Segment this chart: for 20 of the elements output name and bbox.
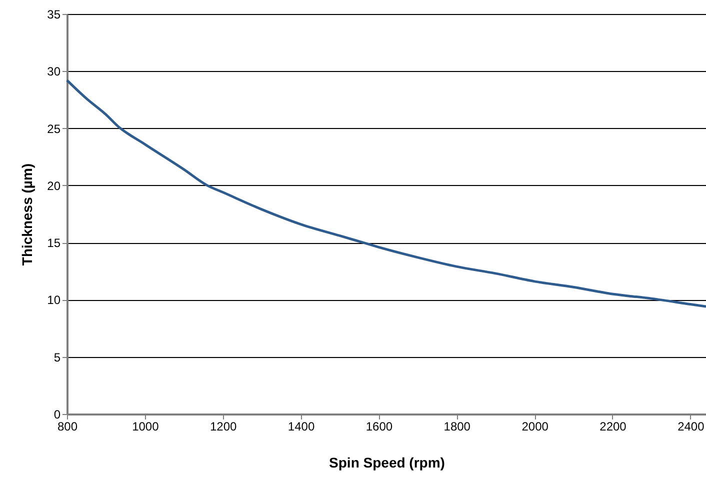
y-axis-title: Thickness (µm): [19, 163, 36, 266]
x-tick-label: 2400: [678, 420, 705, 434]
y-tick-label: 5: [54, 350, 61, 364]
x-tick-label: 800: [57, 420, 78, 434]
y-tick-label: 35: [47, 8, 61, 22]
x-tick-label: 1400: [288, 420, 315, 434]
y-tick-label: 10: [47, 293, 61, 308]
x-tick-label: 1600: [366, 420, 393, 434]
x-tick-label: 1200: [210, 420, 238, 434]
y-tick-label: 0: [54, 408, 61, 422]
x-tick-label: 1800: [444, 420, 471, 434]
y-tick-label: 30: [47, 64, 61, 79]
line-series: [66, 79, 706, 308]
y-tick-label: 15: [47, 236, 61, 250]
x-tick-label: 2000: [522, 420, 549, 434]
x-axis-title: Spin Speed (rpm): [329, 454, 445, 470]
y-tick-label: 25: [47, 122, 61, 136]
x-tick-label: 2200: [600, 420, 627, 434]
x-tick-label: 1000: [132, 420, 160, 434]
y-tick-label: 20: [47, 178, 61, 193]
